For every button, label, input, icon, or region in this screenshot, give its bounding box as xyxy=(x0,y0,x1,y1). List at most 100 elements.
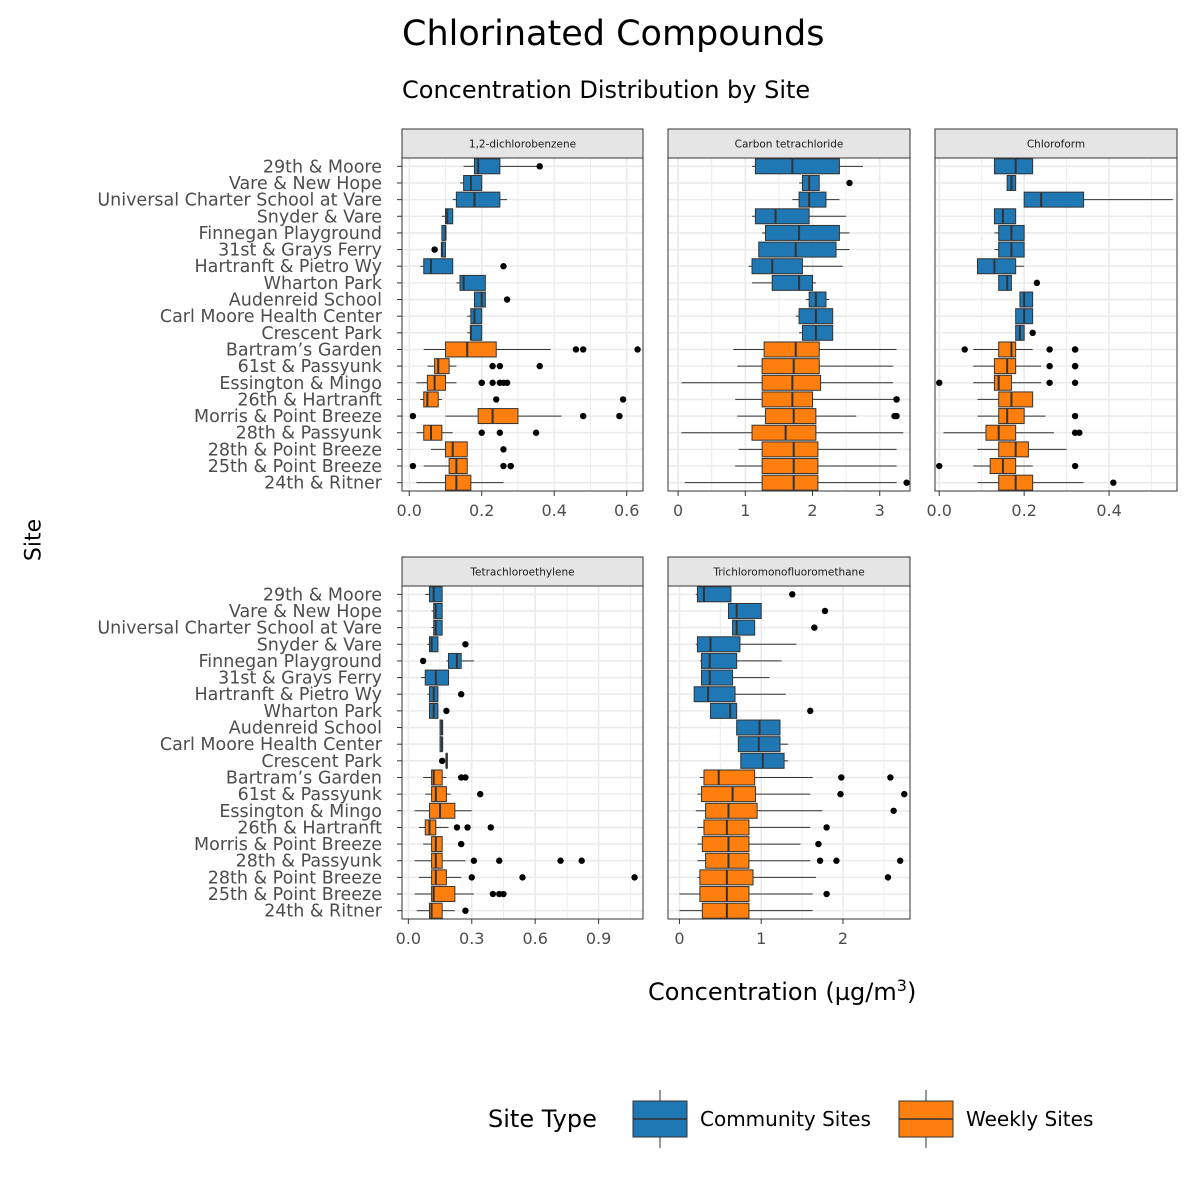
box-4 xyxy=(441,224,447,241)
box-iqr xyxy=(705,852,750,869)
box-0 xyxy=(695,586,796,603)
box-2 xyxy=(732,619,818,636)
box-0 xyxy=(752,158,863,175)
box-iqr xyxy=(993,358,1017,375)
y-tick-label: Vare & New Hope xyxy=(229,174,382,194)
x-tick-label: 0.6 xyxy=(614,501,639,520)
panel-background xyxy=(668,586,910,919)
box-iqr xyxy=(703,769,756,786)
box-16 xyxy=(943,424,1083,441)
chart-subtitle: Concentration Distribution by Site xyxy=(402,76,811,104)
box-13 xyxy=(414,802,472,819)
outlier-point xyxy=(936,462,943,470)
box-8 xyxy=(736,719,781,736)
box-iqr xyxy=(764,408,817,425)
box-3 xyxy=(441,208,454,225)
box-9 xyxy=(1015,308,1034,325)
box-2 xyxy=(1023,191,1173,208)
outlier-point xyxy=(580,346,587,353)
outlier-point xyxy=(884,874,892,881)
y-tick-label: 26th & Hartranft xyxy=(237,818,382,838)
box-iqr xyxy=(758,241,837,258)
box-19 xyxy=(679,902,813,919)
outlier-point xyxy=(487,824,494,831)
box-7 xyxy=(428,702,450,719)
x-axis-title-superscript: 3 xyxy=(896,976,907,995)
y-tick-label: Audenreid School xyxy=(229,719,382,739)
outlier-point xyxy=(1046,379,1053,386)
y-tick-label: Universal Charter School at Vare xyxy=(97,619,382,639)
box-iqr xyxy=(423,258,454,275)
outlier-point xyxy=(470,857,478,864)
box-10 xyxy=(467,324,483,341)
box-iqr xyxy=(754,208,810,225)
outlier-point xyxy=(1033,279,1041,287)
box-3 xyxy=(695,636,797,653)
box-18 xyxy=(414,886,507,903)
box-7 xyxy=(456,274,486,291)
outlier-point xyxy=(536,163,543,170)
outlier-point xyxy=(462,641,469,648)
legend-key-weekly xyxy=(898,1090,954,1148)
x-tick-label: 0.0 xyxy=(396,929,421,948)
outlier-point xyxy=(409,462,417,470)
facet-strip xyxy=(401,128,644,159)
legend-label-community: Community Sites xyxy=(700,1107,871,1131)
outlier-point xyxy=(496,429,504,436)
box-iqr xyxy=(1023,191,1085,208)
box-3 xyxy=(993,208,1017,225)
box-13 xyxy=(416,374,511,391)
box-4 xyxy=(994,224,1025,241)
box-8 xyxy=(805,291,830,308)
outlier-point xyxy=(464,824,471,831)
x-tick-label: 1 xyxy=(756,929,766,948)
box-iqr xyxy=(801,174,820,191)
facet-strip-label: 1,2-dichlorobenzene xyxy=(469,139,576,151)
box-2 xyxy=(452,191,508,208)
box-iqr xyxy=(699,886,750,903)
y-tick-label: Morris & Point Breeze xyxy=(194,835,382,855)
box-iqr xyxy=(764,224,840,241)
outlier-point xyxy=(409,412,417,420)
box-7 xyxy=(752,274,816,291)
y-tick-label: 28th & Point Breeze xyxy=(208,440,382,460)
outlier-point xyxy=(477,790,484,798)
y-tick-label: 31st & Grays Ferry xyxy=(218,669,382,689)
outlier-point xyxy=(887,774,894,781)
box-3 xyxy=(752,208,847,225)
outlier-point xyxy=(846,179,853,187)
box-iqr xyxy=(455,191,501,208)
outlier-point xyxy=(619,396,627,403)
box-iqr xyxy=(761,474,819,491)
box-iqr xyxy=(423,424,443,441)
box-iqr xyxy=(701,652,738,669)
x-tick-label: 0.2 xyxy=(469,501,494,520)
outlier-point xyxy=(493,396,500,403)
facet-strip xyxy=(667,128,911,159)
box-9 xyxy=(737,736,789,753)
panel-background xyxy=(935,158,1177,491)
y-tick-label: 61st & Passyunk xyxy=(238,357,383,377)
x-tick-label: 0.4 xyxy=(1096,501,1121,520)
facet-strip-label: Carbon tetrachloride xyxy=(735,139,844,151)
y-tick-label: 24th & Ritner xyxy=(264,902,383,922)
box-iqr xyxy=(431,786,447,803)
box-16 xyxy=(681,424,904,441)
y-tick-label: Snyder & Vare xyxy=(257,207,382,227)
outlier-point xyxy=(557,857,564,864)
box-14 xyxy=(697,819,830,836)
outlier-point xyxy=(532,429,540,436)
box-8 xyxy=(473,291,511,308)
box-iqr xyxy=(1019,291,1034,308)
outlier-point xyxy=(438,757,446,765)
box-iqr xyxy=(470,308,483,325)
y-tick-label: 25th & Point Breeze xyxy=(208,457,382,477)
outlier-point xyxy=(807,707,814,715)
outlier-point xyxy=(631,874,638,881)
box-17 xyxy=(977,441,1067,458)
y-tick-label: 25th & Point Breeze xyxy=(208,885,382,905)
legend-key-community xyxy=(632,1090,688,1148)
panel-2: Chloroform 0.0 0.2 0.4 xyxy=(927,128,1178,520)
box-iqr xyxy=(428,636,439,653)
panel-background xyxy=(402,586,643,919)
